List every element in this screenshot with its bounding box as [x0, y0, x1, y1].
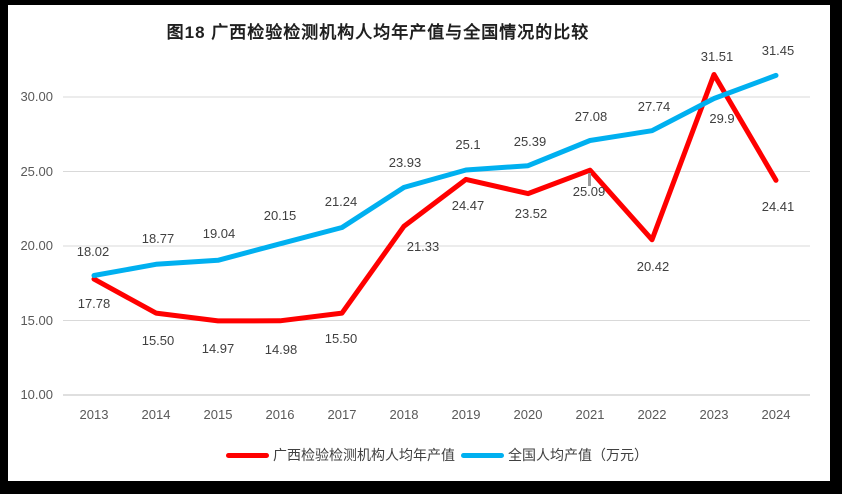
data-label-guangxi-2018: 21.33	[406, 239, 440, 255]
x-axis-tick: 2015	[203, 407, 233, 422]
data-label-guangxi-2024: 24.41	[761, 199, 795, 215]
legend-swatch-national	[461, 452, 504, 458]
legend: 广西检验检测机构人均年产值 全国人均产值（万元）	[26, 446, 830, 464]
data-label-national-2024: 31.45	[761, 43, 795, 59]
data-label-national-2015: 19.04	[202, 226, 236, 242]
data-label-guangxi-2019: 24.47	[451, 198, 485, 214]
data-label-national-2016: 20.15	[263, 207, 297, 223]
data-label-guangxi-2017: 15.50	[324, 331, 358, 347]
data-label-national-2021: 27.08	[574, 108, 608, 124]
y-axis-tick: 30.00	[20, 89, 53, 104]
data-label-guangxi-2021: 25.09	[572, 184, 606, 200]
data-label-national-2023: 29.9	[709, 111, 735, 127]
legend-item-guangxi: 广西检验检测机构人均年产值	[226, 445, 455, 465]
series-line-national	[91, 72, 779, 278]
data-label-guangxi-2022: 20.42	[636, 258, 670, 274]
y-axis-tick: 25.00	[20, 163, 53, 179]
x-axis-tick: 2013	[79, 407, 109, 422]
data-label-guangxi-2014: 15.50	[141, 333, 175, 349]
chart-title: 图18 广西检验检测机构人均年产值与全国情况的比较	[166, 23, 590, 42]
data-label-national-2019: 25.1	[455, 137, 481, 152]
x-axis-tick: 2023	[699, 407, 729, 422]
x-axis-tick: 2021	[575, 407, 605, 422]
x-axis-tick: 2022	[637, 407, 667, 422]
data-label-national-2017: 21.24	[324, 193, 358, 209]
cursor-artifact	[588, 173, 591, 186]
data-label-guangxi-2016: 14.98	[264, 341, 298, 357]
data-label-national-2022: 27.74	[637, 98, 671, 114]
legend-swatch-guangxi	[226, 452, 269, 458]
data-label-national-2013: 18.02	[76, 243, 110, 259]
x-axis-tick: 2019	[451, 407, 481, 422]
x-axis-tick: 2016	[265, 407, 295, 422]
chart-panel: 图18 广西检验检测机构人均年产值与全国情况的比较 17.78 15.50 14.9…	[8, 5, 830, 481]
legend-item-national: 全国人均产值（万元）	[461, 445, 648, 465]
data-label-national-2014: 18.77	[141, 231, 175, 247]
y-axis-tick: 15.00	[20, 312, 53, 328]
legend-label-national: 全国人均产值（万元）	[508, 447, 648, 463]
data-label-national-2018: 23.93	[388, 155, 422, 171]
data-label-national-2020: 25.39	[513, 133, 547, 149]
x-axis-tick: 2020	[513, 407, 543, 422]
y-axis-tick: 10.00	[20, 387, 53, 402]
data-label-guangxi-2020: 23.52	[514, 205, 548, 221]
data-label-guangxi-2015: 14.97	[201, 340, 235, 356]
plot-area	[63, 72, 810, 396]
data-label-guangxi-2023: 31.51	[700, 48, 734, 64]
x-axis-tick: 2018	[389, 407, 419, 422]
y-axis-tick: 20.00	[20, 238, 53, 253]
series-line-guangxi	[91, 72, 779, 324]
data-label-guangxi-2013: 17.78	[77, 296, 111, 312]
x-axis-tick: 2024	[761, 407, 791, 422]
x-axis-tick: 2017	[327, 407, 357, 422]
legend-label-guangxi: 广西检验检测机构人均年产值	[273, 447, 455, 463]
x-axis-tick: 2014	[141, 407, 171, 422]
